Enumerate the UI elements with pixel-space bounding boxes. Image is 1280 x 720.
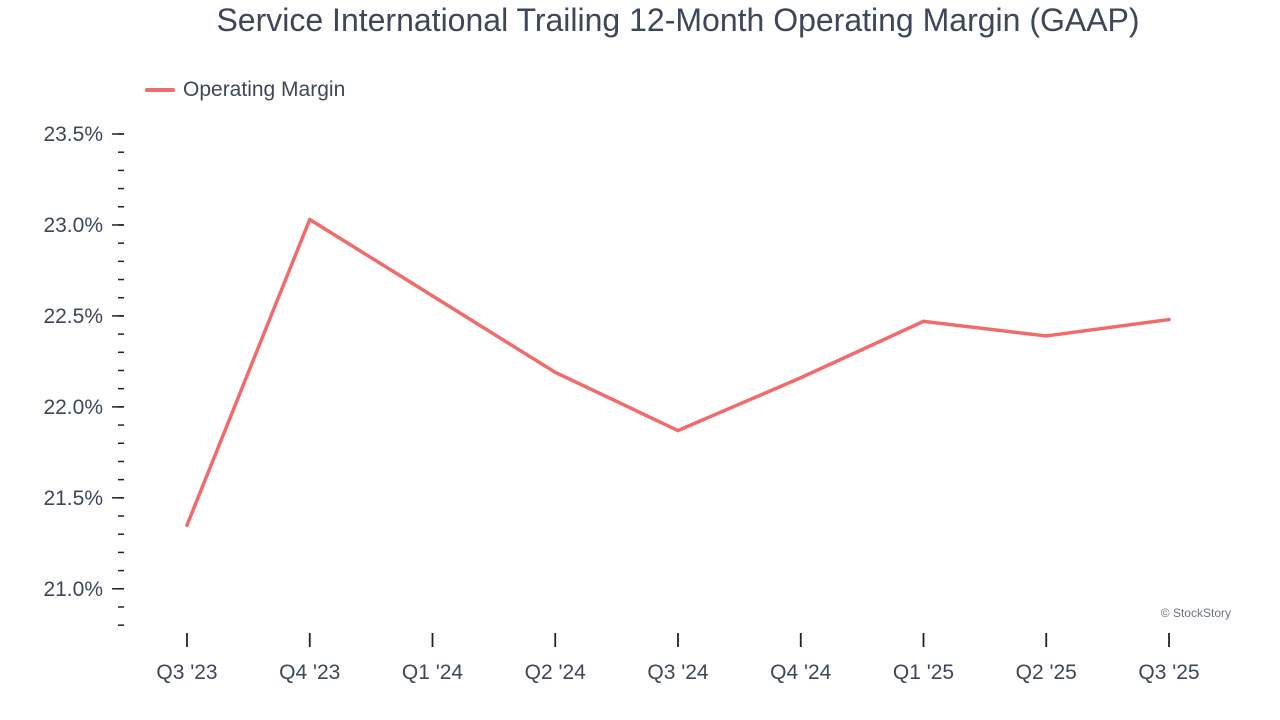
data-point	[553, 370, 557, 375]
chart-title: Service International Trailing 12-Month …	[216, 2, 1140, 38]
x-tick-label: Q4 '23	[279, 661, 340, 684]
x-tick-label: Q3 '25	[1138, 661, 1199, 684]
legend-swatch	[145, 88, 175, 92]
y-tick-label: 21.5%	[43, 487, 103, 510]
data-point	[921, 319, 926, 324]
data-point	[799, 376, 803, 380]
data-point	[676, 428, 680, 433]
data-point	[185, 523, 189, 527]
data-point	[430, 294, 435, 298]
y-tick-label: 23.0%	[43, 214, 103, 237]
y-tick-label: 22.0%	[43, 396, 103, 419]
series-line	[185, 217, 1171, 527]
y-tick-label: 23.5%	[43, 123, 103, 146]
legend: Operating Margin	[145, 78, 345, 102]
y-tick-label: 21.0%	[43, 578, 103, 601]
x-tick-label: Q1 '24	[402, 661, 464, 684]
y-tick-label: 22.5%	[43, 305, 103, 328]
x-tick-label: Q1 '25	[893, 661, 954, 684]
x-tick-label: Q2 '24	[525, 661, 587, 684]
legend-label: Operating Margin	[183, 78, 346, 101]
watermark: © StockStory	[1160, 606, 1231, 620]
data-point	[1044, 334, 1048, 338]
data-point	[308, 217, 312, 222]
x-tick-label: Q3 '24	[647, 661, 709, 684]
x-tick-label: Q3 '23	[156, 661, 217, 684]
x-tick-label: Q4 '24	[770, 661, 832, 684]
x-tick-label: Q2 '25	[1016, 661, 1077, 684]
data-point	[1167, 317, 1171, 322]
